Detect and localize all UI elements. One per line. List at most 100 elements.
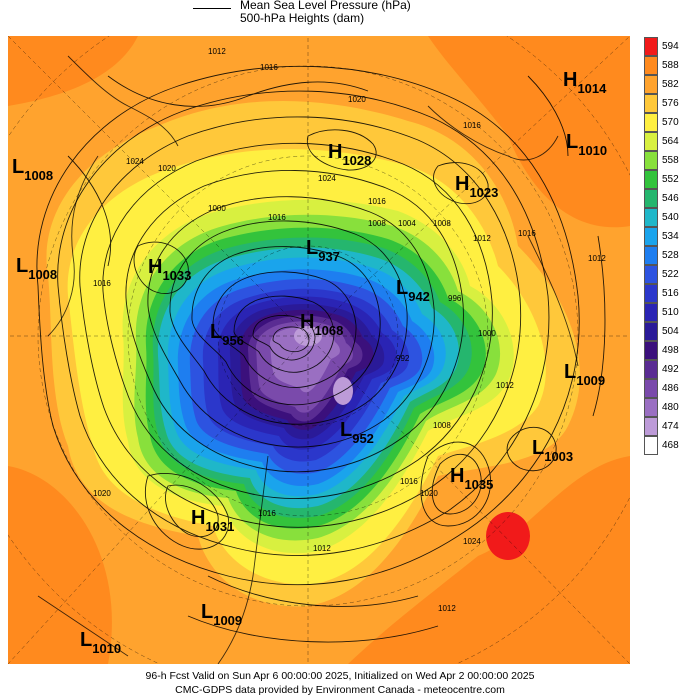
- meridian: [307, 36, 630, 337]
- height-band-588-se: [348, 456, 630, 664]
- isobar-value-label: 1008: [368, 219, 386, 228]
- high-pressure-center: H1068: [300, 311, 343, 338]
- isobar-value-label: 1016: [368, 197, 386, 206]
- colorbar-tick-label: 474: [662, 421, 679, 432]
- high-pressure-center: H1033: [148, 256, 191, 283]
- isobar: [306, 129, 377, 171]
- isobar-layer: [36, 65, 606, 643]
- colorbar-tick-label: 468: [662, 440, 679, 451]
- graticule-layer: [8, 36, 630, 664]
- isobar: [272, 326, 310, 353]
- colorbar-swatch-498: [644, 341, 658, 360]
- isobar: [252, 315, 316, 361]
- colorbar-swatch-582: [644, 75, 658, 94]
- isobar: [191, 246, 381, 406]
- isobar-value-label: 1008: [433, 219, 451, 228]
- isobar-value-label: 1012: [588, 254, 606, 263]
- data-credit-text: CMC-GDPS data provided by Environment Ca…: [175, 684, 505, 696]
- isobar: [125, 170, 464, 473]
- isobar-value-label: 1024: [318, 174, 336, 183]
- isobar: [102, 142, 493, 499]
- high-pressure-center: H1028: [328, 141, 371, 168]
- colorbar-swatch-522: [644, 265, 658, 284]
- low-pressure-center: L1008: [12, 156, 53, 183]
- height-band-588-ne: [428, 36, 630, 228]
- isobar: [57, 90, 550, 556]
- isobar-value-label: 1016: [93, 279, 111, 288]
- colorbar-tick-label: 564: [662, 136, 679, 147]
- isobar: [147, 196, 435, 448]
- colorbar-tick-label: 576: [662, 98, 679, 109]
- colorbar-tick-label: 504: [662, 326, 679, 337]
- colorbar-swatch-546: [644, 189, 658, 208]
- isobar: [165, 484, 219, 538]
- isobar: [144, 472, 230, 550]
- latitude-circle: [217, 245, 399, 427]
- colorbar-tick-label: 570: [662, 117, 679, 128]
- colorbar-swatch-540: [644, 208, 658, 227]
- coastline: [37, 595, 129, 657]
- colorbar-tick-label: 486: [662, 383, 679, 394]
- low-pressure-center: L1003: [532, 437, 573, 464]
- colorbar-swatch-564: [644, 132, 658, 151]
- isobar: [169, 220, 408, 425]
- colorbar-tick-label: 546: [662, 193, 679, 204]
- low-pressure-center: L937: [306, 237, 340, 264]
- pressure-centers-layer: H1014 L1010 H1028 H1023 L1008 L1008 H1033 L937 L…: [12, 69, 607, 656]
- isobar: [527, 75, 569, 157]
- colorbar-swatch-474: [644, 417, 658, 436]
- meridian: [8, 36, 309, 337]
- colorbar-tick-label: 510: [662, 307, 679, 318]
- height-band-594: [486, 512, 530, 560]
- low-pressure-center: L956: [210, 321, 244, 348]
- map-legend: Mean Sea Level Pressure (hPa) 500-hPa He…: [0, 0, 680, 36]
- high-pressure-center: H1031: [191, 507, 234, 534]
- colorbar-swatch-492: [644, 360, 658, 379]
- coastline: [67, 55, 179, 147]
- isobar: [79, 116, 522, 528]
- forecast-map: H1014 L1010 H1028 H1023 L1008 L1008 H1033 L937 L…: [8, 36, 630, 664]
- height-band-588-west: [8, 36, 138, 106]
- colorbar-swatch-576: [644, 94, 658, 113]
- colorbar-tick-label: 552: [662, 174, 679, 185]
- isobar-value-label: 992: [396, 354, 410, 363]
- isobar-value-label: 996: [448, 294, 462, 303]
- isobar: [36, 65, 580, 586]
- colorbar-tick-label: 588: [662, 60, 679, 71]
- coastline: [427, 105, 559, 161]
- isobar: [187, 615, 439, 643]
- colorbar-tick-label: 480: [662, 402, 679, 413]
- colorbar-swatch-510: [644, 303, 658, 322]
- colorbar-swatch-504: [644, 322, 658, 341]
- isobar: [433, 162, 489, 205]
- colorbar-swatch-588: [644, 56, 658, 75]
- high-pressure-center: H1035: [450, 465, 493, 492]
- colorbar-swatch-594: [644, 37, 658, 56]
- colorbar-swatch-552: [644, 170, 658, 189]
- isobar-value-label: 1000: [208, 204, 226, 213]
- colorbar-swatch-468: [644, 436, 658, 455]
- coastline: [527, 235, 579, 367]
- legend-heights-label: 500-hPa Heights (dam): [240, 11, 365, 25]
- low-pressure-center: L1010: [80, 629, 121, 656]
- mslp-line-symbol: [193, 8, 231, 9]
- colorbar-swatch-516: [644, 284, 658, 303]
- isobar-value-label: 1012: [208, 47, 226, 56]
- isobar-value-label: 1016: [518, 229, 536, 238]
- isobar: [67, 155, 112, 267]
- isobar: [207, 575, 419, 607]
- colorbar-tick-label: 540: [662, 212, 679, 223]
- colorbar-swatch-570: [644, 113, 658, 132]
- height-band-588-sw: [8, 466, 112, 664]
- isobar-value-label: 1020: [158, 164, 176, 173]
- colorbar-swatch-558: [644, 151, 658, 170]
- low-pressure-center: L1008: [16, 255, 57, 282]
- low-pressure-center: L942: [396, 277, 430, 304]
- forecast-valid-text: 96-h Fcst Valid on Sun Apr 6 00:00:00 20…: [145, 670, 535, 682]
- high-pressure-center: H1014: [563, 69, 607, 96]
- low-pressure-center: L1010: [566, 131, 607, 158]
- isobar: [107, 75, 369, 107]
- latitude-circle: [127, 155, 489, 517]
- colorbar-tick-label: 558: [662, 155, 679, 166]
- colorbar-swatch-486: [644, 379, 658, 398]
